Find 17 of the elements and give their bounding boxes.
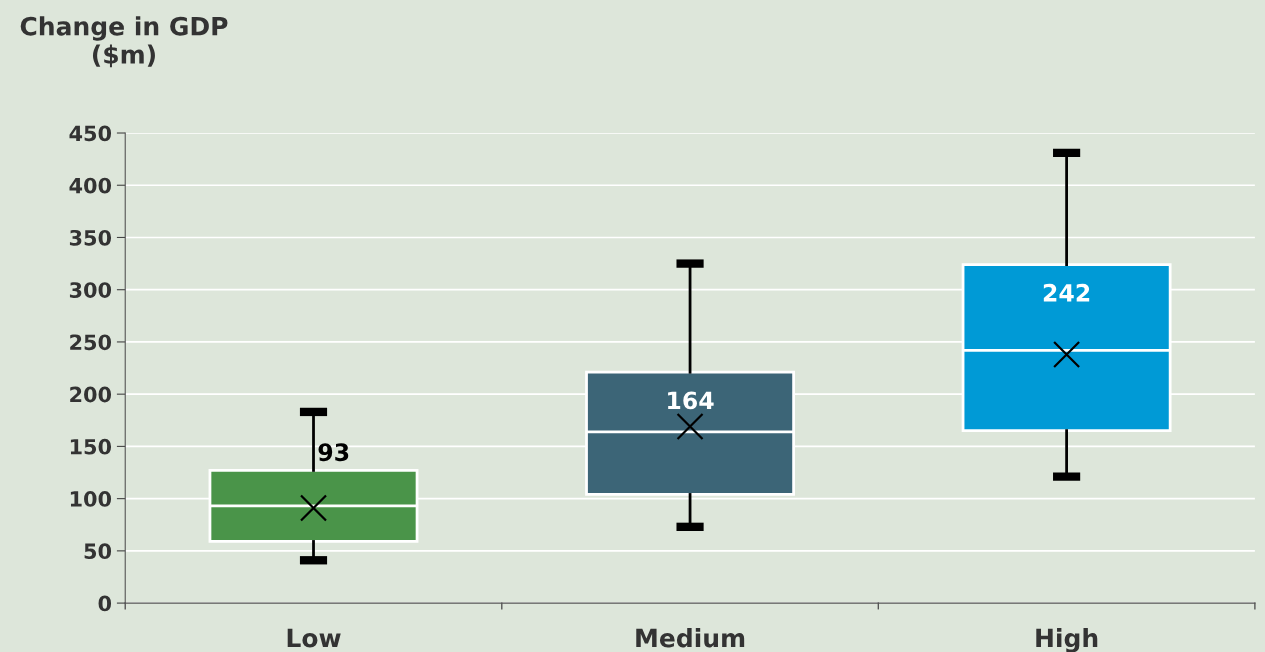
y-tick-label: 150 [70,438,112,455]
y-tick-label: 250 [70,334,112,351]
y-tick-label: 450 [69,125,112,142]
y-tick-label: 350 [69,229,112,246]
text: 93 [318,443,349,462]
y-tick-label: 200 [70,386,112,403]
text: 164 [668,391,714,410]
x-tick-label: High [1036,628,1098,652]
x-tick-label: Medium [636,628,745,648]
text: 242 [1043,283,1090,302]
y-tick-label: 300 [69,282,112,298]
y-tick-label: 50 [84,543,112,560]
y-tick-label: 100 [70,491,112,507]
y-tick-label: 0 [98,595,112,612]
x-tick-label: Low [287,628,341,648]
y-axis-title: Change in GDP ($m) [20,16,228,68]
y-tick-label: 400 [69,177,112,194]
